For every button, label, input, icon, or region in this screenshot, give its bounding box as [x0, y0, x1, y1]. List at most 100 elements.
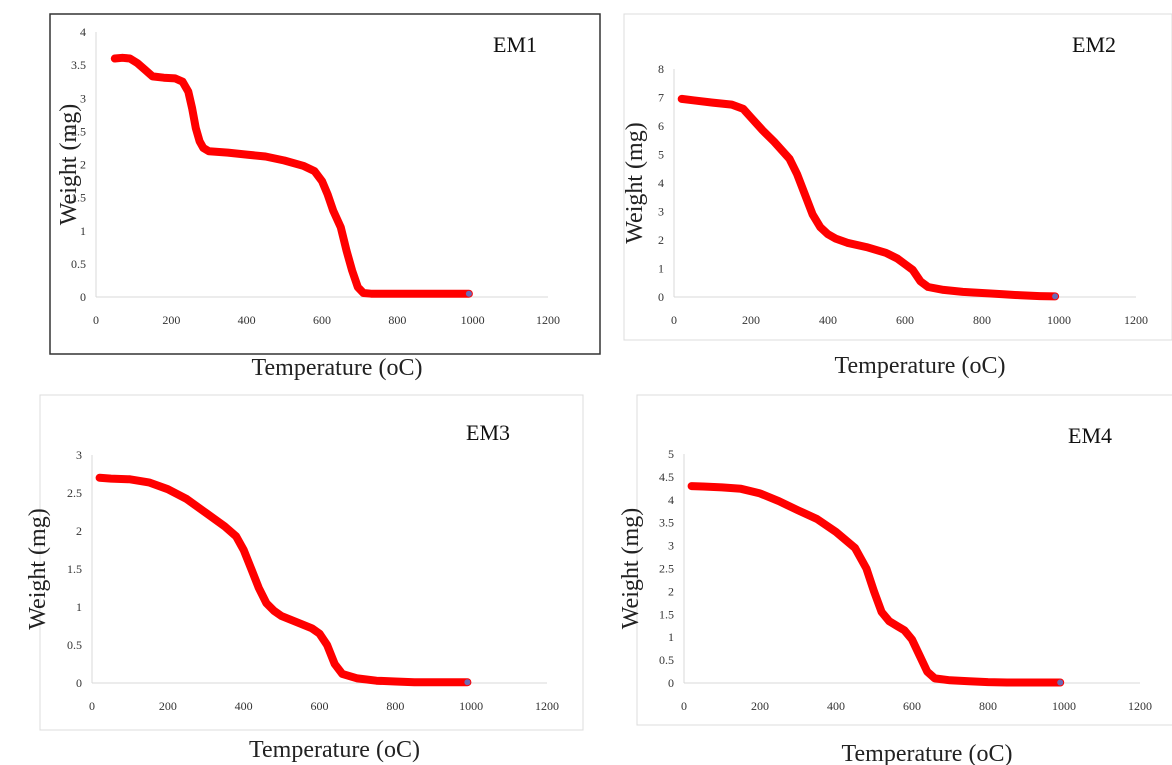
data-point	[756, 490, 764, 497]
x-tick-label: 1000	[461, 313, 485, 327]
data-point	[200, 144, 207, 152]
data-point	[316, 630, 323, 637]
data-point	[901, 261, 909, 268]
data-point	[354, 675, 361, 682]
panel-label: EM2	[1072, 32, 1116, 57]
chart-frame	[39, 394, 584, 731]
y-tick-label: 0	[80, 290, 86, 304]
x-tick-label: 400	[819, 313, 837, 327]
chart-svg: 0 200 400 600 800 1000 1200 0 0.5 1 1.5 2 2.5 3 3.5 4 4.…	[618, 394, 1172, 765]
y-tick-label: 7	[658, 91, 664, 105]
data-point	[832, 235, 839, 242]
x-tick-label: 200	[751, 699, 769, 713]
x-tick-label: 600	[313, 313, 331, 327]
data-point	[171, 75, 179, 82]
data-point	[126, 55, 134, 62]
x-tick-label: 1200	[536, 313, 560, 327]
data-point	[360, 289, 367, 297]
x-tick-label: 1200	[1128, 699, 1152, 713]
y-axis-title: Weight (mg)	[25, 508, 51, 629]
data-point	[224, 149, 231, 156]
data-point	[908, 636, 916, 643]
chart-panel-em4: 0 200 400 600 800 1000 1200 0 0.5 1 1.5 2 2.5 3 3.5 4 4.…	[612, 394, 1172, 765]
x-tick-label: 800	[979, 699, 997, 713]
y-tick-label: 0.5	[67, 638, 82, 652]
data-point	[262, 153, 269, 160]
data-point	[759, 127, 766, 134]
x-axis-title: Temperature (oC)	[252, 355, 423, 381]
data-point	[107, 475, 115, 482]
data-point	[690, 97, 697, 104]
y-tick-label: 0.5	[71, 257, 86, 271]
y-tick-label: 1	[658, 262, 664, 276]
y-tick-label: 2.5	[67, 486, 82, 500]
y-tick-label: 1.5	[71, 191, 86, 205]
data-point	[824, 231, 832, 238]
series-line	[95, 473, 472, 687]
chart-frame	[636, 394, 1172, 726]
data-point	[794, 507, 802, 514]
x-tick-label: 0	[89, 699, 95, 713]
data-point	[737, 485, 745, 492]
data-point	[924, 283, 932, 291]
data-point	[984, 678, 992, 686]
chart-panel-em1: 0 200 400 600 800 1000 1200 0 0.5 1 1.5 2 2.5 3 3.5 4 We…	[40, 13, 601, 389]
data-point	[851, 544, 859, 552]
x-axis-title: Temperature (oC)	[835, 353, 1006, 379]
data-point	[965, 678, 973, 685]
data-point	[331, 660, 338, 668]
data-point	[183, 495, 190, 503]
data-point	[794, 171, 801, 178]
end-marker	[1052, 293, 1059, 300]
y-axis-title: Weight (mg)	[56, 104, 82, 225]
data-point	[324, 191, 331, 198]
y-tick-label: 2.5	[71, 124, 86, 138]
x-tick-label: 800	[388, 313, 406, 327]
data-point	[940, 286, 947, 294]
y-axis-title: Weight (mg)	[618, 508, 644, 629]
data-point	[718, 484, 726, 491]
x-tick-label: 1000	[1047, 313, 1071, 327]
chart-panel-em3: 0 200 400 600 800 1000 1200 0 0.5 1 1.5 2 2.5 3 Weight…	[25, 394, 600, 765]
data-point	[192, 124, 199, 132]
y-tick-label: 5	[668, 447, 674, 461]
chart-svg: 0 200 400 600 800 1000 1200 0 0.5 1 1.5 2 2.5 3 Weight…	[25, 394, 584, 763]
end-marker	[464, 679, 471, 686]
y-tick-label: 2	[76, 524, 82, 538]
panel-label: EM4	[1068, 423, 1112, 448]
data-point	[917, 278, 924, 285]
y-tick-label: 4	[658, 176, 664, 190]
x-tick-label: 400	[827, 699, 845, 713]
y-tick-label: 4	[668, 493, 674, 507]
y-tick-label: 1.5	[67, 562, 82, 576]
data-point	[164, 486, 171, 493]
data-point	[863, 243, 870, 251]
data-point	[678, 95, 685, 103]
y-tick-label: 4	[80, 25, 86, 39]
data-point	[373, 677, 380, 684]
x-tick-label: 600	[903, 699, 921, 713]
data-point	[786, 155, 793, 162]
x-tick-label: 600	[311, 699, 329, 713]
data-point	[924, 668, 931, 675]
data-point	[411, 679, 418, 686]
data-point	[931, 675, 938, 682]
y-tick-label: 3.5	[71, 58, 86, 72]
data-point	[688, 482, 695, 490]
data-point	[149, 73, 156, 80]
data-point	[1003, 679, 1011, 686]
data-point	[300, 162, 307, 169]
data-point	[185, 88, 192, 95]
data-point	[179, 78, 186, 85]
data-point	[111, 55, 119, 62]
data-point	[205, 148, 213, 155]
data-point	[243, 151, 250, 158]
chart-svg: 0 200 400 600 800 1000 1200 0 0.5 1 1.5 2 2.5 3 3.5 4 We…	[49, 13, 601, 381]
data-point	[367, 290, 375, 297]
data-point	[901, 627, 908, 634]
x-tick-label: 0	[681, 699, 687, 713]
y-tick-label: 3	[80, 91, 86, 105]
data-point	[240, 546, 247, 554]
data-point	[770, 138, 778, 145]
data-point	[998, 290, 1005, 298]
